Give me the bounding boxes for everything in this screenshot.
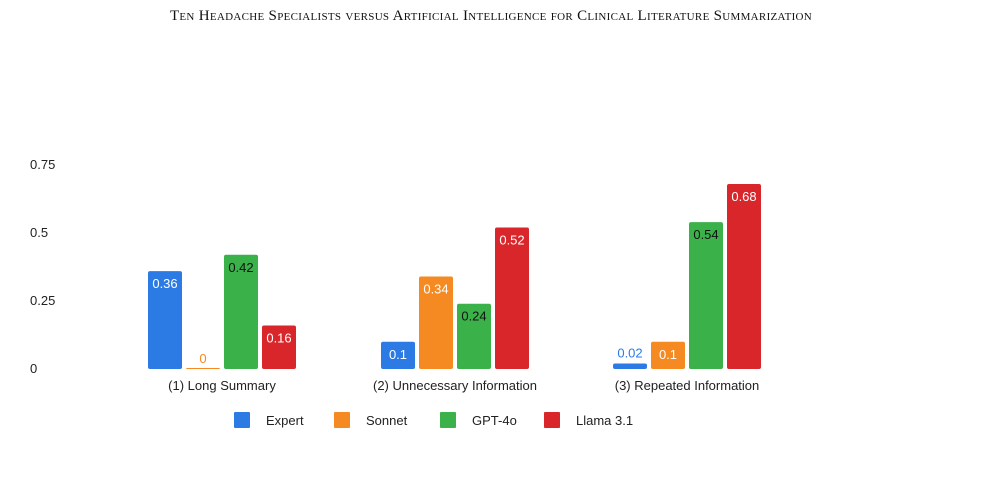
legend-swatch — [334, 412, 350, 428]
data-labels: 0.36 0 0.42 0.16 0.1 0.34 0.24 0.52 0.02 0.1 0.54 0… — [152, 189, 756, 366]
y-tick-label: 0 — [30, 361, 37, 376]
bar-series — [148, 184, 761, 369]
legend-swatch — [440, 412, 456, 428]
bar — [381, 341, 415, 369]
data-label: 0 — [199, 351, 206, 366]
legend-swatch — [234, 412, 250, 428]
data-label: 0.24 — [461, 309, 486, 324]
running-title: Ten Headache Specialists versus Artifici… — [169, 8, 813, 24]
bar — [613, 363, 647, 369]
data-label: 0.34 — [423, 282, 448, 297]
bar — [186, 368, 220, 369]
data-label: 0.54 — [693, 227, 718, 242]
bar — [419, 276, 453, 369]
legend: Expert Sonnet GPT-4o Llama 3.1 — [234, 412, 633, 428]
data-label: 0.1 — [659, 347, 677, 362]
bar — [727, 184, 761, 369]
category-labels: (1) Long Summary (2) Unnecessary Informat… — [168, 378, 759, 393]
cropped-caption-line — [0, 462, 982, 477]
category-label: (2) Unnecessary Information — [373, 378, 537, 393]
data-label: 0.52 — [499, 233, 524, 248]
bar — [495, 227, 529, 369]
bar — [651, 341, 685, 369]
bar — [224, 254, 258, 369]
y-tick-label: 0.75 — [30, 157, 55, 172]
data-label: 0.42 — [228, 260, 253, 275]
bar — [148, 271, 182, 369]
data-label: 0.36 — [152, 276, 177, 291]
bar — [457, 303, 491, 369]
category-label: (3) Repeated Information — [615, 378, 760, 393]
data-label: 0.68 — [731, 189, 756, 204]
y-tick-label: 0.25 — [30, 293, 55, 308]
legend-swatch — [544, 412, 560, 428]
legend-label: Sonnet — [366, 413, 408, 428]
bar — [689, 222, 723, 369]
legend-label: Expert — [266, 413, 304, 428]
bar — [262, 325, 296, 369]
y-tick-label: 0.5 — [30, 225, 48, 240]
data-label: 0.16 — [266, 330, 291, 345]
legend-label: Llama 3.1 — [576, 413, 633, 428]
legend-label: GPT-4o — [472, 413, 517, 428]
data-label: 0.1 — [389, 347, 407, 362]
y-axis-ticks: 0 0.25 0.5 0.75 — [30, 157, 55, 376]
category-label: (1) Long Summary — [168, 378, 276, 393]
data-label: 0.02 — [617, 346, 642, 361]
